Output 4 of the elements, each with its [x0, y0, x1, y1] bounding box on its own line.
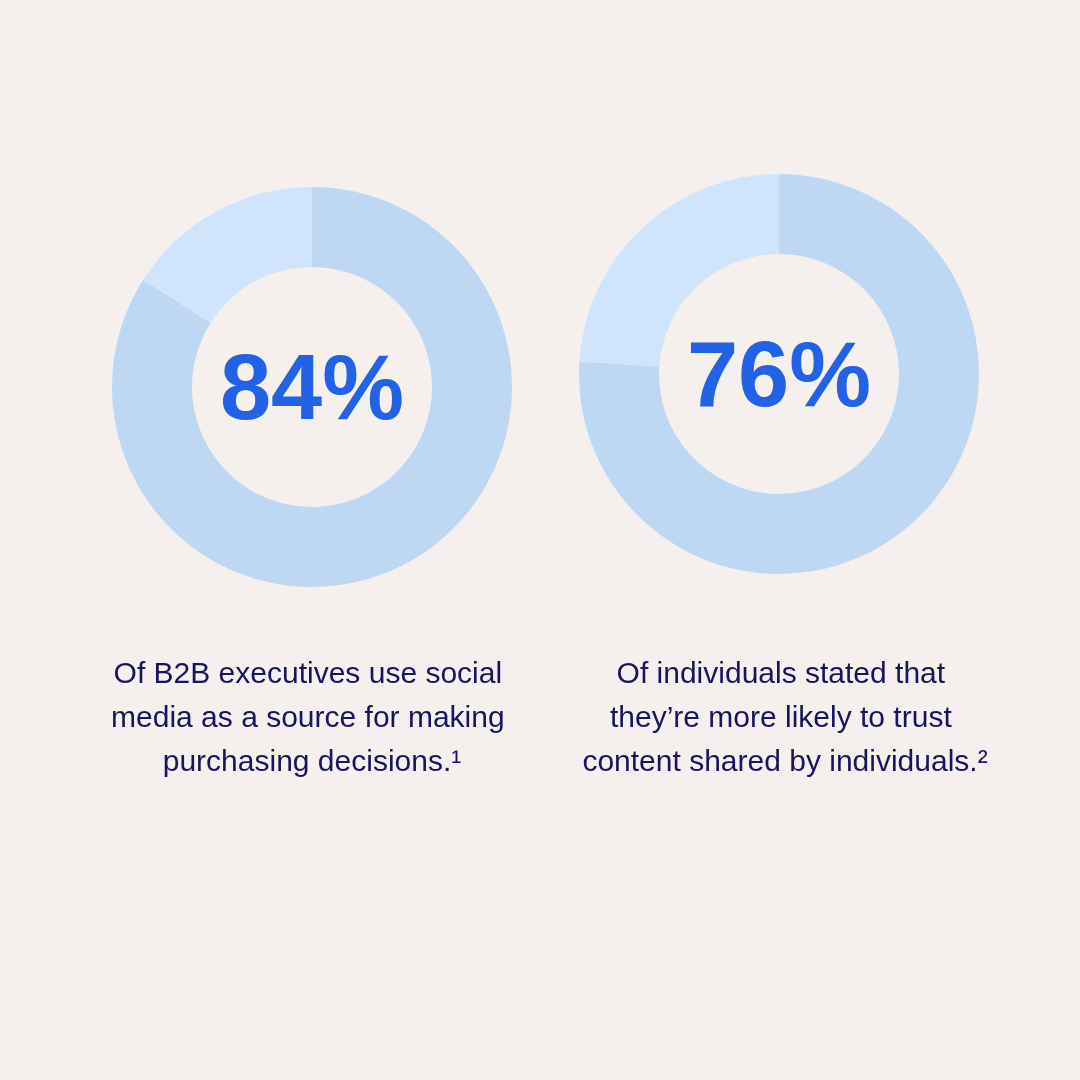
- text: Of B2B executives use social media as a source for making purchasing decisions.¹: [111, 655, 513, 777]
- data-label: 84%: [219, 336, 405, 438]
- text: Of individuals stated that they’re more likely to trust content shared by individuals.²: [582, 655, 988, 777]
- data-label: 76%: [686, 323, 872, 425]
